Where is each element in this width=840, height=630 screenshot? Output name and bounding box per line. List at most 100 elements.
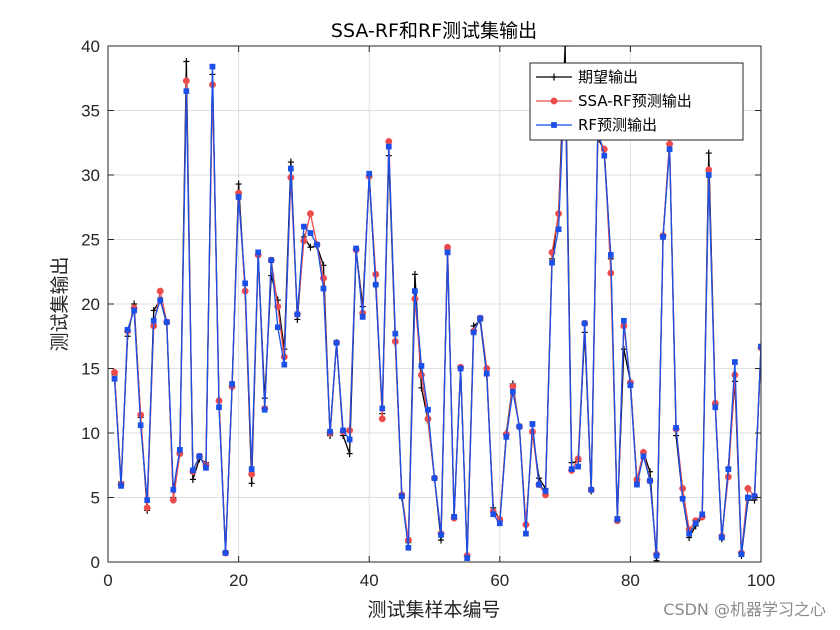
y-axis-label: 测试集输出 — [49, 256, 71, 351]
data-point — [216, 404, 222, 411]
data-point — [457, 365, 464, 372]
data-point — [268, 257, 275, 263]
x-tick-label: 80 — [621, 571, 640, 590]
data-point — [699, 511, 706, 518]
data-point — [503, 434, 510, 440]
y-tick-label: 20 — [81, 295, 100, 314]
data-point — [124, 326, 131, 333]
data-point — [438, 532, 444, 538]
y-tick-label: 30 — [81, 166, 100, 185]
data-point — [725, 466, 732, 472]
data-point — [169, 496, 177, 504]
ticks: 0 20 40 60 80 100 0 5 10 15 20 25 30 35 40 — [81, 37, 775, 590]
y-tick-label: 40 — [81, 37, 100, 56]
data-point — [634, 481, 640, 488]
data-point — [182, 77, 190, 85]
data-point — [190, 467, 196, 474]
data-point — [451, 514, 457, 520]
data-point — [477, 315, 484, 322]
data-point — [581, 320, 588, 327]
data-point — [359, 314, 366, 320]
data-point — [614, 516, 621, 523]
data-point — [378, 415, 386, 423]
legend-label: SSA-RF预测输出 — [578, 92, 692, 110]
data-point — [274, 324, 281, 331]
data-point — [235, 194, 242, 200]
x-axis-label: 测试集样本编号 — [367, 599, 500, 621]
series-3 — [111, 63, 761, 561]
data-point — [287, 158, 294, 166]
data-point — [163, 319, 170, 325]
data-point — [150, 306, 157, 314]
data-point — [444, 243, 452, 251]
data-point — [111, 368, 118, 376]
data-point — [705, 149, 712, 157]
data-point — [627, 382, 634, 389]
data-point — [712, 404, 719, 411]
data-point — [287, 165, 294, 172]
data-point — [248, 479, 255, 487]
data-point — [758, 343, 761, 350]
y-tick-label: 5 — [91, 489, 100, 508]
data-point — [555, 226, 562, 233]
data-point — [307, 243, 314, 251]
data-point — [751, 493, 758, 500]
data-point — [346, 450, 353, 458]
data-point — [131, 307, 137, 314]
data-point — [411, 270, 418, 278]
data-point — [744, 485, 752, 492]
x-tick-label: 40 — [360, 571, 379, 590]
data-point — [516, 423, 523, 430]
data-point — [222, 550, 229, 556]
series-line — [113, 65, 761, 559]
data-point — [490, 511, 497, 518]
data-point — [509, 383, 517, 391]
chart-title: SSA-RF和RF测试集输出 — [331, 20, 537, 42]
data-point — [686, 530, 693, 537]
data-point — [679, 495, 686, 502]
data-point — [301, 223, 307, 230]
data-point — [647, 477, 653, 484]
x-tick-label: 60 — [490, 571, 509, 590]
data-point — [176, 446, 183, 453]
data-point — [157, 297, 164, 303]
data-point — [307, 230, 314, 236]
data-point — [229, 381, 235, 387]
legend-label: 期望输出 — [578, 68, 638, 86]
data-point — [327, 428, 333, 435]
legend-item: 期望输出 — [536, 68, 638, 86]
data-point — [189, 475, 196, 483]
data-point — [137, 422, 144, 429]
data-point — [366, 170, 373, 177]
data-point — [306, 210, 314, 218]
y-tick-label: 25 — [81, 231, 100, 250]
data-point — [718, 534, 725, 541]
data-point — [392, 330, 399, 337]
data-point — [621, 317, 627, 324]
data-point — [562, 46, 569, 50]
data-point — [170, 486, 177, 493]
data-point — [412, 288, 418, 294]
data-point — [314, 241, 320, 248]
legend-marker — [551, 73, 557, 81]
data-point — [143, 504, 151, 512]
data-point — [320, 285, 327, 292]
data-point — [196, 453, 203, 460]
data-point — [248, 466, 255, 472]
data-point — [588, 486, 595, 493]
data-point — [549, 259, 555, 266]
data-point — [431, 475, 438, 481]
data-point — [542, 488, 549, 494]
x-tick-label: 100 — [747, 571, 775, 590]
y-tick-label: 35 — [81, 102, 100, 121]
data-point — [144, 497, 151, 503]
data-point — [255, 249, 262, 256]
series-layer — [111, 46, 761, 562]
data-point — [150, 317, 157, 324]
data-point — [418, 363, 425, 369]
data-point — [294, 311, 301, 318]
data-point — [300, 237, 308, 245]
data-point — [340, 427, 346, 434]
data-point — [333, 339, 340, 346]
data-point — [705, 166, 713, 174]
